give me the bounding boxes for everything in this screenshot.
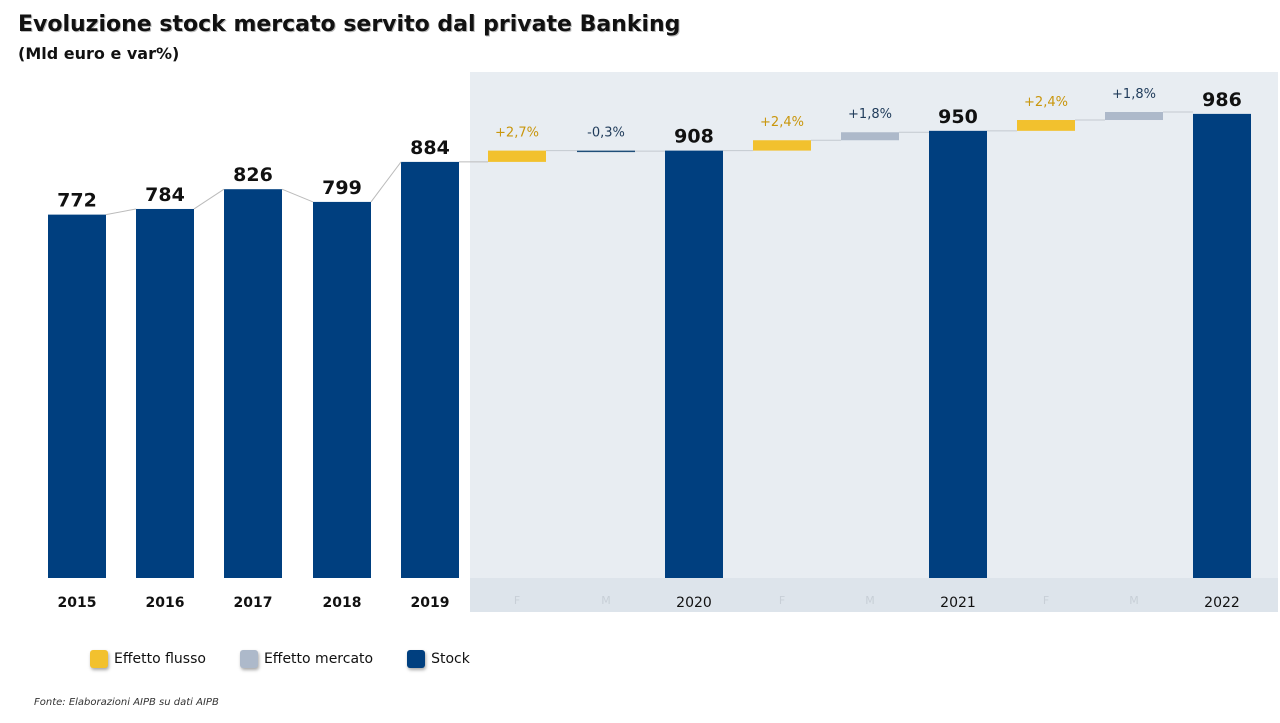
connector-2018 (281, 188, 314, 203)
x-tick-2015: 2015 (58, 595, 97, 611)
source-note: Fonte: Elaborazioni AIPB su dati AIPB (34, 697, 219, 708)
bar-2018 (313, 201, 371, 578)
bar-effetto-flusso-3 (753, 140, 811, 151)
delta-label-mercato-7: +1,8% (1112, 87, 1156, 102)
x-tick-2021: 2021 (940, 595, 976, 611)
legend-swatch-stock (407, 650, 426, 668)
chart-subtitle: (Mld euro e var%) (18, 44, 180, 63)
bar-effetto-mercato-7 (1105, 112, 1163, 121)
x-tick-2017: 2017 (234, 595, 273, 611)
delta-label-mercato-1: -0,3% (587, 126, 625, 141)
legend-item-stock: Stock (407, 650, 470, 668)
delta-label-flusso-0: +2,7% (495, 126, 539, 141)
delta-label-flusso-3: +2,4% (760, 115, 804, 130)
delta-label-flusso-6: +2,4% (1024, 95, 1068, 110)
x-tick-mercato-7: M (1129, 594, 1139, 607)
x-tick-mercato-1: M (601, 594, 611, 607)
waterfall-axis-band (470, 578, 1278, 612)
delta-label-mercato-4: +1,8% (848, 107, 892, 122)
legend-label-stock: Stock (431, 651, 470, 667)
connector-2019 (370, 161, 402, 203)
x-tick-2019: 2019 (411, 595, 450, 611)
bar-2015 (48, 214, 106, 578)
x-tick-mercato-4: M (865, 594, 875, 607)
bar-2020 (665, 150, 723, 578)
value-label-2021: 950 (938, 106, 978, 128)
chart-canvas: 772 2015 784 2016 826 2017 799 2018 884 2019 +2,7%… (48, 72, 1278, 612)
x-tick-flusso-6: F (1043, 594, 1049, 607)
value-label-2019: 884 (410, 137, 450, 159)
x-tick-2022: 2022 (1204, 595, 1240, 611)
bar-effetto-flusso-6 (1017, 120, 1075, 131)
connector-2017 (193, 188, 225, 210)
bar-2021 (929, 130, 987, 578)
x-tick-flusso-0: F (514, 594, 520, 607)
x-tick-2020: 2020 (676, 595, 712, 611)
legend-label-mercato: Effetto mercato (263, 651, 374, 667)
value-label-2022: 986 (1202, 89, 1242, 111)
bar-2019 (401, 161, 459, 579)
x-tick-2018: 2018 (323, 595, 362, 611)
connector-2016 (105, 208, 137, 216)
legend-swatch-flusso (90, 650, 108, 668)
value-label-2017: 826 (233, 164, 273, 186)
value-label-2020: 908 (674, 126, 714, 148)
waterfall-panel (470, 72, 1278, 612)
chart-legend: Effetto flusso Effetto mercato Stock (90, 650, 470, 668)
bar-effetto-mercato-4 (841, 132, 899, 141)
bar-effetto-mercato-1 (577, 150, 635, 153)
chart-title: Evoluzione stock mercato servito dal pri… (18, 12, 681, 37)
x-tick-2016: 2016 (146, 595, 185, 611)
legend-item-flusso: Effetto flusso (90, 650, 206, 668)
bar-2016 (136, 208, 194, 579)
bar-effetto-flusso-0 (488, 150, 546, 162)
value-label-2016: 784 (145, 184, 185, 206)
legend-label-flusso: Effetto flusso (114, 651, 206, 667)
legend-swatch-mercato (239, 650, 258, 668)
bar-2017 (224, 189, 282, 579)
value-label-2015: 772 (57, 190, 97, 212)
x-tick-flusso-3: F (779, 594, 785, 607)
legend-item-mercato: Effetto mercato (239, 650, 374, 668)
bar-2022 (1193, 113, 1251, 578)
value-label-2018: 799 (322, 177, 362, 199)
